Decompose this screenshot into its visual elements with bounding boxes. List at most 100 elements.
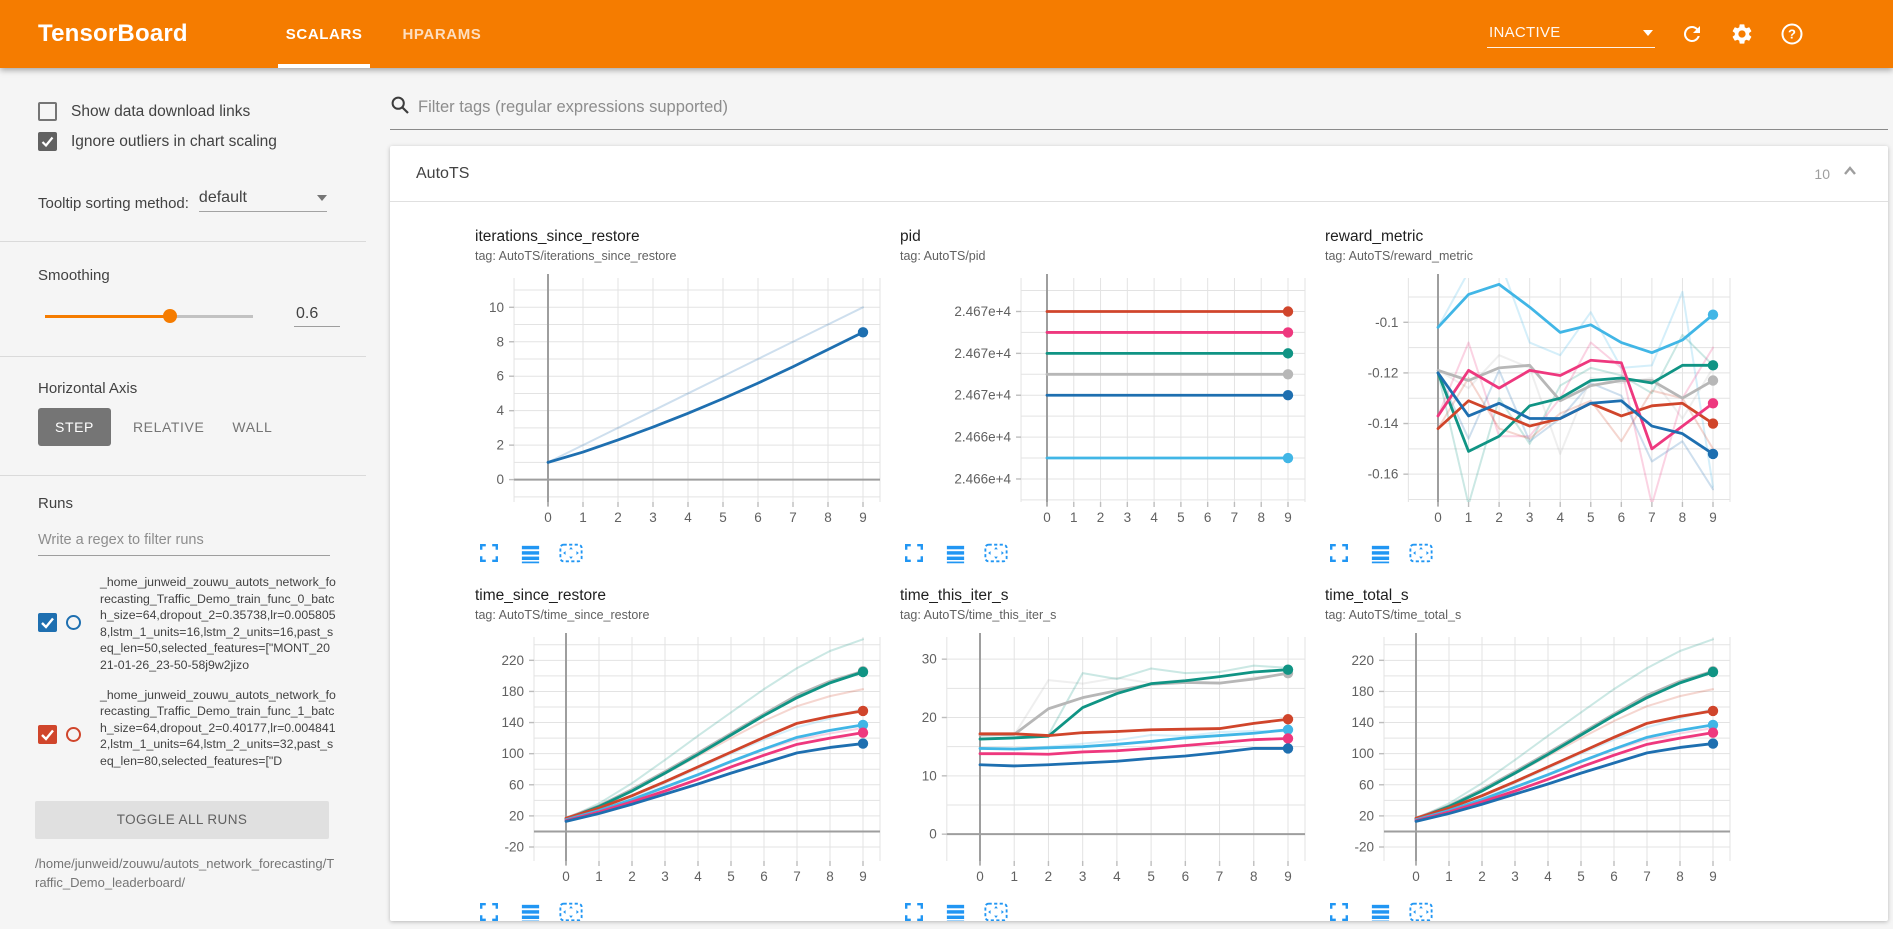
svg-text:4: 4	[1150, 510, 1158, 525]
smoothing-slider[interactable]	[45, 306, 253, 326]
chart-tag: tag: AutoTS/time_since_restore	[475, 608, 650, 622]
svg-text:5: 5	[727, 869, 735, 884]
svg-text:0: 0	[929, 827, 937, 842]
horizontal-bars-icon[interactable]	[518, 541, 542, 565]
svg-text:9: 9	[859, 869, 867, 884]
axis-relative-button[interactable]: RELATIVE	[132, 419, 205, 435]
autots-card-header[interactable]: AutoTS 10	[390, 146, 1888, 202]
chart-tag: tag: AutoTS/time_this_iter_s	[900, 608, 1057, 622]
svg-text:5: 5	[1177, 510, 1185, 525]
chart-toolbar	[475, 900, 884, 921]
divider	[0, 475, 366, 476]
svg-text:140: 140	[1351, 715, 1374, 730]
svg-text:220: 220	[501, 653, 524, 668]
svg-text:20: 20	[922, 710, 937, 725]
svg-text:2: 2	[614, 510, 622, 525]
svg-text:0: 0	[1434, 510, 1442, 525]
chart-title: pid	[900, 228, 921, 245]
svg-text:2: 2	[497, 438, 505, 453]
chart-canvas[interactable]: -20 20 60 100 140 180 220 0 1 2 3 4 5 6 7 8 9	[1325, 629, 1734, 891]
svg-text:6: 6	[1182, 869, 1190, 884]
chart-canvas[interactable]: -20 20 60 100 140 180 220 0 1 2 3 4 5 6 7 8 9	[475, 629, 884, 891]
checkbox-unchecked-icon[interactable]	[38, 102, 57, 121]
tab-scalars[interactable]: SCALARS	[266, 0, 383, 68]
svg-text:5: 5	[1577, 869, 1585, 884]
horizontal-bars-icon[interactable]	[943, 541, 967, 565]
chart-tag: tag: AutoTS/iterations_since_restore	[475, 249, 677, 263]
chevron-down-icon	[1643, 29, 1653, 36]
svg-text:1: 1	[1465, 510, 1473, 525]
chart-canvas[interactable]: 0 10 20 30 0 1 2 3 4 5 6 7 8 9	[900, 629, 1309, 891]
status-dropdown-value: INACTIVE	[1489, 24, 1561, 41]
chart-card-time_this_iter_s: time_this_iter_s tag: AutoTS/time_this_it…	[900, 587, 1309, 921]
run-controls	[38, 687, 100, 783]
status-dropdown[interactable]: INACTIVE	[1487, 20, 1655, 48]
toggle-all-runs-button[interactable]: TOGGLE ALL RUNS	[35, 800, 329, 839]
svg-text:0: 0	[562, 869, 570, 884]
expand-chart-icon[interactable]	[1327, 541, 1351, 565]
expand-chart-icon[interactable]	[477, 900, 501, 921]
runs-filter-input[interactable]	[38, 528, 330, 556]
chart-canvas[interactable]: -0.1 -0.12 -0.14 -0.16 0 1 2 3 4 5 6 7 8 9	[1325, 270, 1734, 532]
svg-text:60: 60	[509, 777, 524, 792]
run-checkbox[interactable]	[38, 725, 57, 745]
tooltip-sorting-dropdown[interactable]: default	[198, 189, 327, 212]
svg-text:-0.1: -0.1	[1375, 315, 1398, 330]
slider-thumb-icon[interactable]	[162, 309, 177, 323]
run-controls	[38, 574, 100, 670]
chart-toolbar	[475, 541, 884, 565]
run-radio[interactable]	[66, 727, 81, 743]
horizontal-bars-icon[interactable]	[1368, 541, 1392, 565]
horizontal-bars-icon[interactable]	[1368, 900, 1392, 921]
checkbox-checked-icon[interactable]	[38, 132, 57, 151]
fit-data-icon[interactable]	[559, 900, 583, 921]
app-title: TensorBoard	[38, 20, 188, 47]
expand-chart-icon[interactable]	[902, 541, 926, 565]
svg-text:7: 7	[789, 510, 797, 525]
chart-tag: tag: AutoTS/time_total_s	[1325, 608, 1462, 622]
gear-icon[interactable]	[1729, 21, 1755, 47]
chevron-down-icon	[316, 195, 327, 201]
chevron-up-icon[interactable]	[1840, 161, 1860, 186]
run-checkbox[interactable]	[38, 612, 57, 632]
horizontal-bars-icon[interactable]	[518, 900, 542, 921]
svg-text:3: 3	[1511, 869, 1519, 884]
svg-text:1: 1	[1070, 510, 1078, 525]
fit-data-icon[interactable]	[984, 900, 1008, 921]
expand-chart-icon[interactable]	[902, 900, 926, 921]
svg-text:3: 3	[649, 510, 657, 525]
fit-data-icon[interactable]	[1409, 900, 1433, 921]
axis-step-button[interactable]: STEP	[38, 408, 111, 446]
smoothing-value-field[interactable]: 0.6	[294, 305, 340, 327]
fit-data-icon[interactable]	[984, 541, 1008, 565]
axis-wall-button[interactable]: WALL	[232, 419, 273, 435]
chart-tag: tag: AutoTS/reward_metric	[1325, 249, 1473, 263]
horizontal-bars-icon[interactable]	[943, 900, 967, 921]
smoothing-label: Smoothing	[38, 267, 110, 284]
divider	[0, 356, 366, 357]
refresh-icon[interactable]	[1679, 21, 1705, 47]
expand-chart-icon[interactable]	[1327, 900, 1351, 921]
svg-text:6: 6	[1610, 869, 1618, 884]
svg-text:8: 8	[824, 510, 832, 525]
sidebar: Show data download links Ignore outliers…	[0, 68, 366, 929]
show-download-links-checkbox-row[interactable]: Show data download links	[38, 102, 342, 121]
fit-data-icon[interactable]	[559, 541, 583, 565]
help-icon[interactable]: ?	[1779, 21, 1805, 47]
tab-bar: SCALARS HPARAMS	[266, 0, 502, 68]
svg-text:5: 5	[719, 510, 727, 525]
expand-chart-icon[interactable]	[477, 541, 501, 565]
ignore-outliers-checkbox-row[interactable]: Ignore outliers in chart scaling	[38, 132, 342, 151]
svg-text:3: 3	[1526, 510, 1534, 525]
svg-text:8: 8	[497, 334, 505, 349]
chart-canvas[interactable]: 2.467e+4 2.467e+4 2.467e+4 2.466e+4 2.466e+4…	[900, 270, 1309, 532]
fit-data-icon[interactable]	[1409, 541, 1433, 565]
chart-canvas[interactable]: 0 2 4 6 8 10 0 1 2 3 4 5 6 7 8 9	[475, 270, 884, 532]
svg-text:0: 0	[1412, 869, 1420, 884]
svg-text:9: 9	[1709, 869, 1717, 884]
tab-hparams[interactable]: HPARAMS	[402, 25, 482, 43]
svg-text:7: 7	[1231, 510, 1239, 525]
tag-filter-input[interactable]	[418, 98, 1888, 117]
run-radio[interactable]	[66, 614, 81, 630]
section-title: AutoTS	[416, 164, 470, 182]
